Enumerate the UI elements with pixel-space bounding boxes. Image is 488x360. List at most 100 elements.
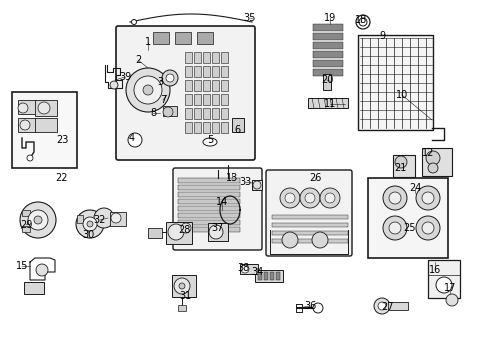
Bar [207, 223, 227, 241]
Bar [203, 94, 209, 105]
Circle shape [299, 188, 319, 208]
Text: 5: 5 [206, 135, 213, 145]
Circle shape [280, 188, 299, 208]
Bar [203, 66, 209, 77]
Text: 30: 30 [81, 230, 94, 240]
Ellipse shape [203, 138, 217, 146]
Circle shape [126, 68, 170, 112]
Text: 31: 31 [179, 291, 191, 301]
Text: 25: 25 [403, 223, 415, 233]
Circle shape [382, 216, 406, 240]
Circle shape [18, 103, 28, 113]
Bar [258, 272, 262, 280]
Bar [275, 272, 280, 280]
Circle shape [131, 19, 136, 24]
Bar [240, 264, 258, 274]
Circle shape [20, 120, 30, 130]
Bar [254, 270, 283, 282]
Text: 14: 14 [215, 197, 228, 207]
Bar [312, 33, 342, 40]
Bar [251, 180, 262, 190]
Bar [22, 226, 30, 232]
Circle shape [34, 216, 42, 224]
Bar [178, 185, 240, 190]
Bar [35, 100, 57, 116]
Circle shape [83, 217, 97, 231]
Text: 6: 6 [233, 125, 240, 135]
Bar [184, 80, 192, 91]
Circle shape [142, 85, 153, 95]
Text: 39: 39 [119, 72, 131, 82]
Circle shape [241, 265, 248, 273]
Bar [77, 215, 83, 223]
Bar [153, 32, 169, 44]
Text: 19: 19 [323, 13, 335, 23]
Circle shape [282, 232, 297, 248]
Bar [392, 155, 414, 177]
Bar [312, 24, 342, 31]
Bar [203, 52, 209, 63]
Text: 9: 9 [378, 31, 384, 41]
Circle shape [435, 277, 451, 293]
Circle shape [111, 213, 121, 223]
Text: 28: 28 [178, 225, 190, 235]
Circle shape [421, 192, 433, 204]
Text: 10: 10 [395, 90, 407, 100]
Circle shape [252, 181, 261, 189]
Circle shape [168, 224, 183, 240]
Text: 34: 34 [250, 267, 263, 277]
Text: 32: 32 [94, 215, 106, 225]
Text: 36: 36 [303, 301, 315, 311]
Bar [184, 108, 192, 119]
Bar [367, 178, 447, 258]
Bar [194, 108, 201, 119]
Bar [110, 212, 126, 226]
Bar [312, 60, 342, 67]
Bar [212, 122, 219, 133]
Bar [178, 199, 240, 204]
Bar [194, 122, 201, 133]
Bar [178, 220, 240, 225]
Circle shape [445, 294, 457, 306]
Bar [178, 192, 240, 197]
Bar [221, 52, 227, 63]
Text: 20: 20 [320, 75, 332, 85]
Circle shape [134, 76, 162, 104]
Bar [18, 100, 36, 114]
Text: 24: 24 [408, 183, 420, 193]
Circle shape [311, 232, 327, 248]
Text: 38: 38 [236, 263, 248, 273]
Bar [312, 51, 342, 58]
Bar [323, 74, 330, 90]
Circle shape [163, 107, 173, 117]
Bar [221, 94, 227, 105]
Circle shape [165, 74, 174, 82]
Text: 17: 17 [443, 283, 455, 293]
Circle shape [382, 186, 406, 210]
Bar [178, 305, 185, 311]
Bar [194, 94, 201, 105]
Bar [221, 80, 227, 91]
Text: 29: 29 [20, 220, 32, 230]
Text: 23: 23 [56, 135, 68, 145]
Circle shape [110, 81, 118, 89]
Bar [271, 231, 347, 235]
Bar [307, 98, 347, 108]
Text: 7: 7 [160, 95, 166, 105]
Bar [312, 42, 342, 49]
Text: 21: 21 [393, 163, 406, 173]
Bar [221, 66, 227, 77]
Circle shape [20, 202, 56, 238]
Circle shape [162, 70, 178, 86]
Bar [178, 178, 240, 183]
Text: 11: 11 [323, 99, 335, 109]
Bar [194, 66, 201, 77]
Text: 26: 26 [308, 173, 321, 183]
Bar [35, 118, 57, 132]
Bar [203, 122, 209, 133]
Bar [194, 80, 201, 91]
Bar [271, 215, 347, 219]
FancyBboxPatch shape [265, 170, 351, 256]
Bar [178, 227, 240, 232]
Bar [221, 108, 227, 119]
